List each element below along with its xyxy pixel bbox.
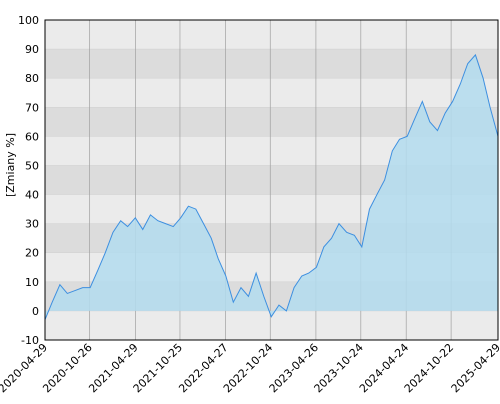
y-tick-label: 0 bbox=[32, 305, 39, 318]
y-axis-label: [Zmiany %] bbox=[4, 133, 17, 197]
y-tick-label: 50 bbox=[25, 159, 39, 172]
y-tick-label: 100 bbox=[18, 14, 39, 27]
grid-band bbox=[45, 49, 498, 79]
y-tick-label: 30 bbox=[25, 218, 39, 231]
y-tick-label: 60 bbox=[25, 130, 39, 143]
y-tick-label: 80 bbox=[25, 72, 39, 85]
y-tick-label: 40 bbox=[25, 189, 39, 202]
y-tick-label: 90 bbox=[25, 43, 39, 56]
y-tick-label: 70 bbox=[25, 101, 39, 114]
x-tick-label: 2025-04-29 bbox=[449, 341, 500, 395]
y-tick-label: 10 bbox=[25, 276, 39, 289]
y-tick-label: -10 bbox=[21, 334, 39, 347]
area bbox=[45, 54, 498, 320]
y-tick-label: 20 bbox=[25, 247, 39, 260]
plot-border bbox=[44, 19, 499, 341]
line bbox=[44, 53, 499, 320]
